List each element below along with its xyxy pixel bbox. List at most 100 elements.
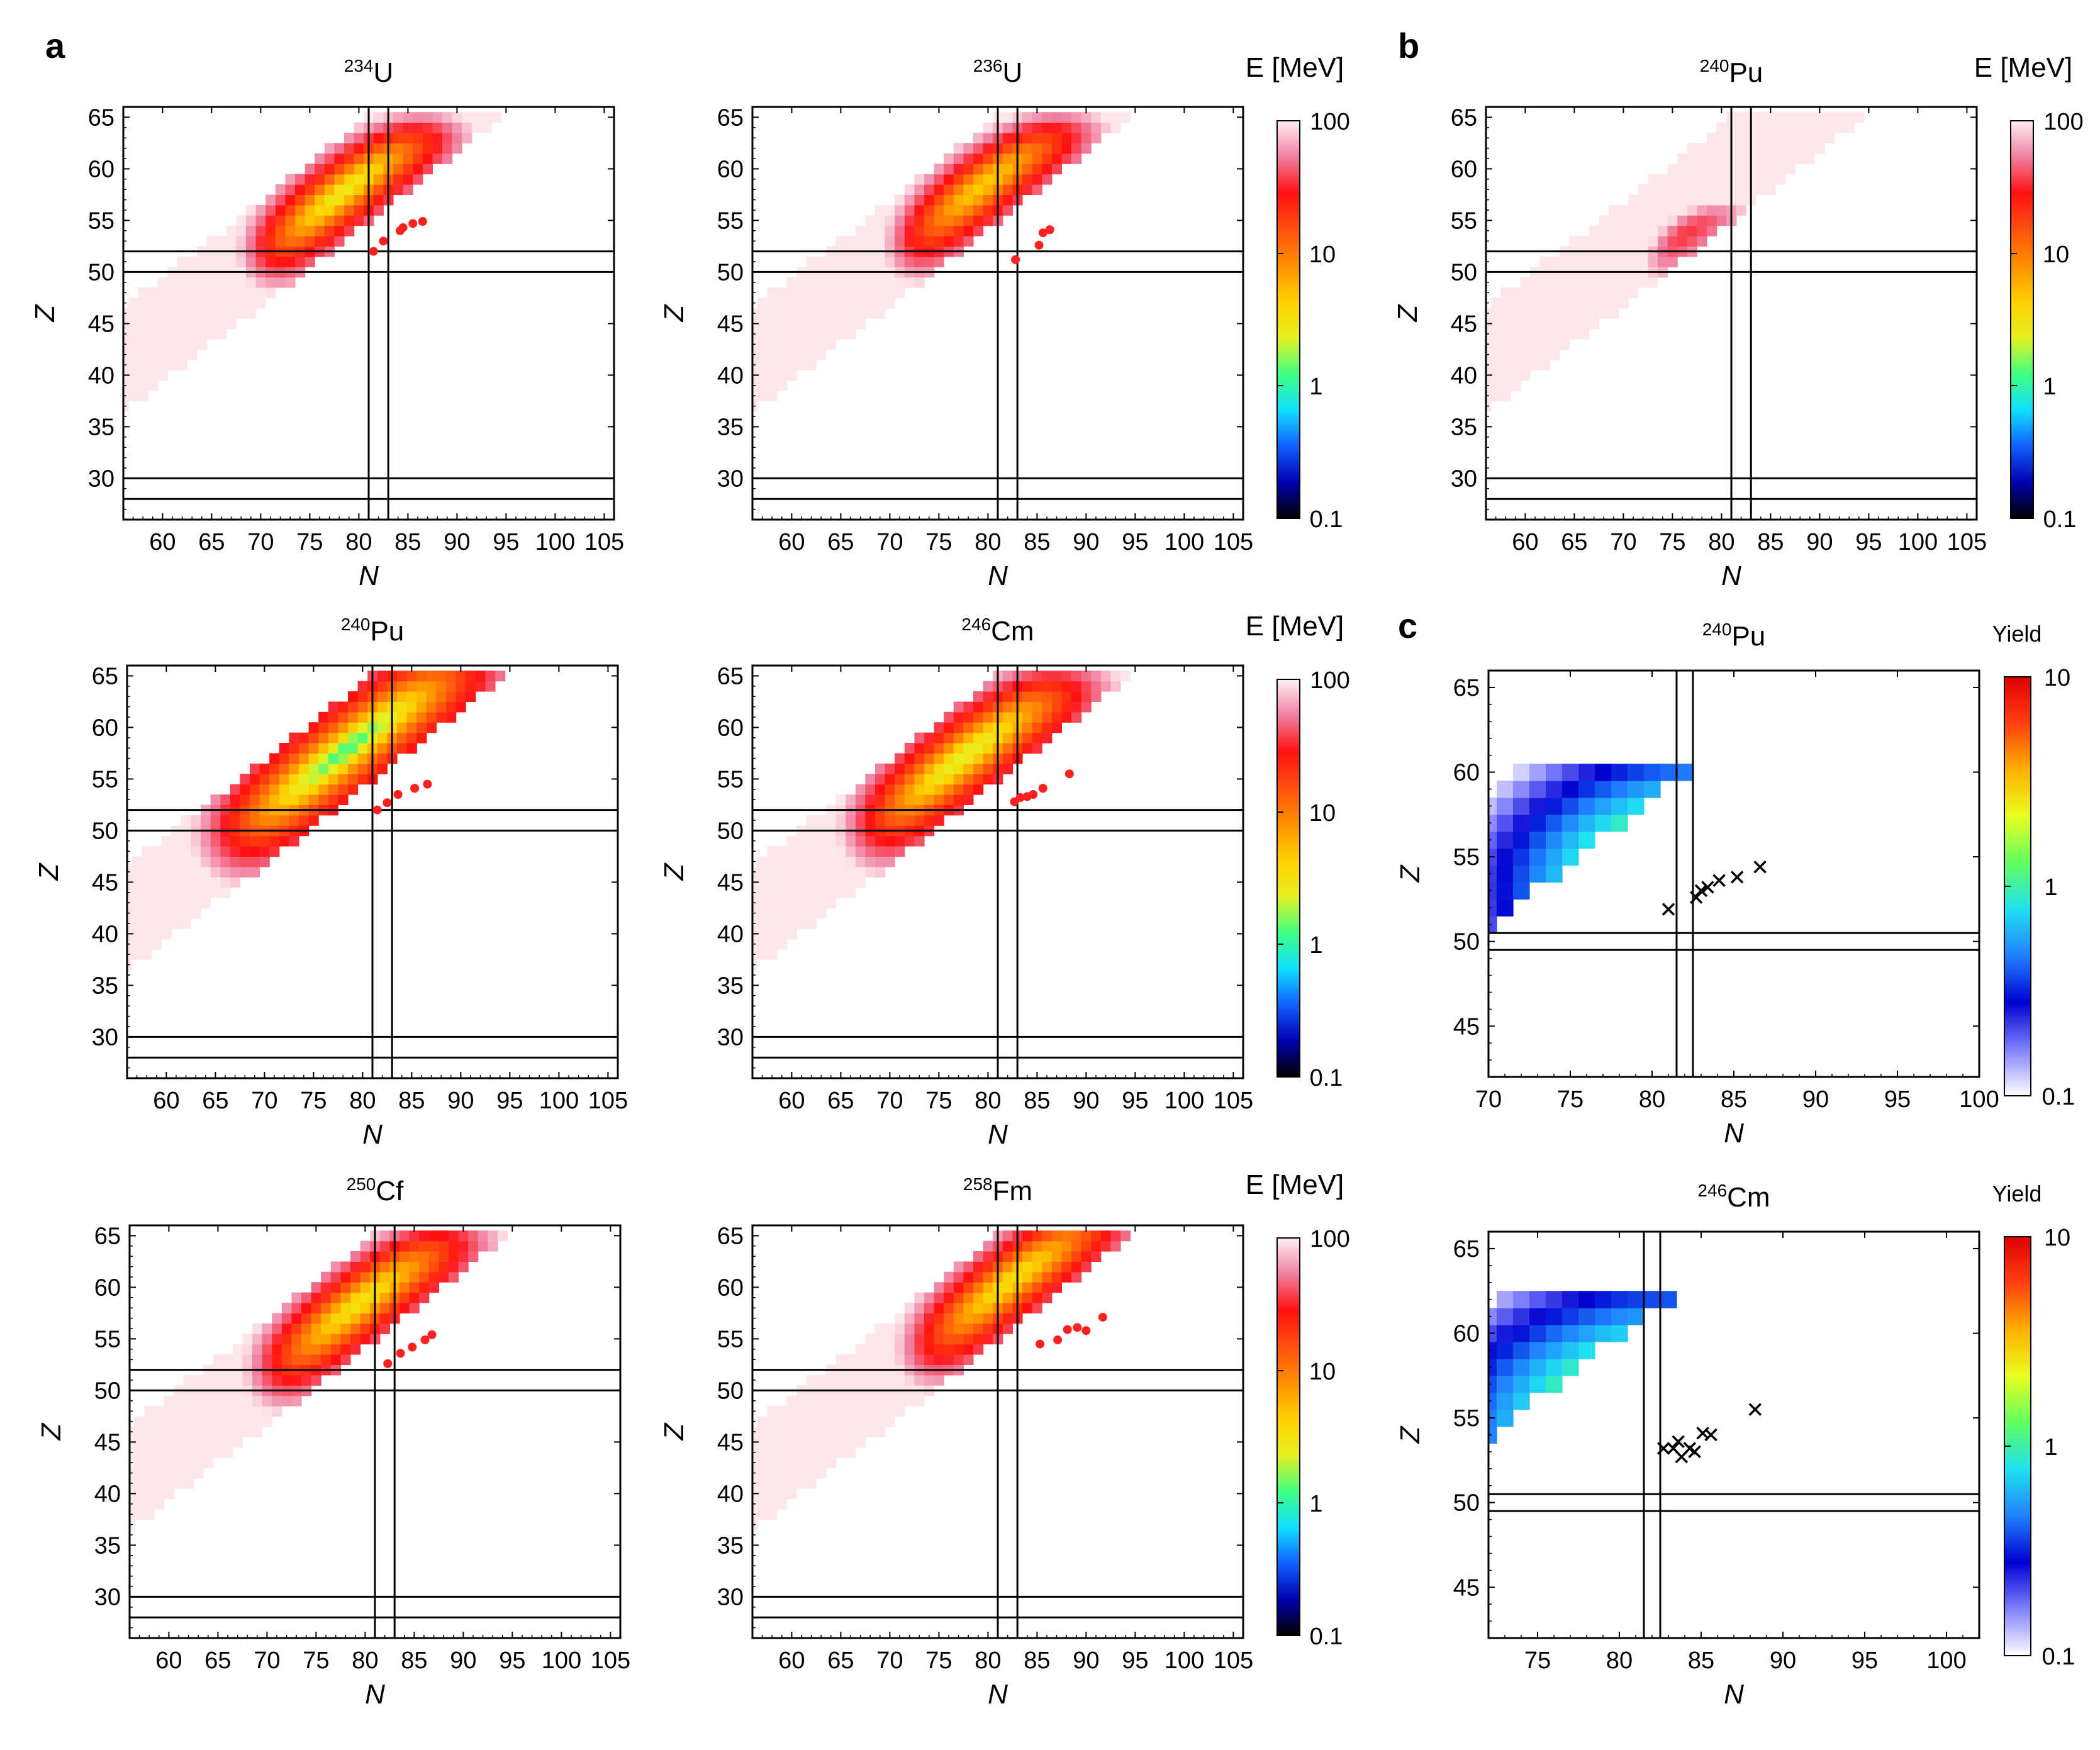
heatmap-cell bbox=[659, 1011, 669, 1022]
heatmap-cell bbox=[669, 1022, 679, 1032]
heatmap-cell bbox=[659, 452, 669, 463]
heatmap-cell bbox=[1658, 225, 1668, 237]
heatmap-cell bbox=[620, 1530, 630, 1541]
heatmap-cell bbox=[953, 174, 964, 185]
heatmap-cell bbox=[944, 722, 954, 733]
heatmap-cell bbox=[669, 401, 679, 411]
heatmap-cell bbox=[1051, 1230, 1062, 1242]
heatmap-cell bbox=[1648, 184, 1658, 195]
heatmap-cell bbox=[1560, 328, 1570, 340]
heatmap-cell bbox=[895, 1406, 905, 1417]
heatmap-cell bbox=[924, 1374, 935, 1386]
heatmap-cell bbox=[953, 784, 964, 795]
heatmap-cell bbox=[458, 1251, 469, 1262]
heatmap-cell bbox=[265, 204, 276, 216]
heatmap-cell bbox=[669, 391, 679, 401]
heatmap-cell bbox=[934, 1303, 944, 1313]
heatmap-cell bbox=[11, 411, 21, 422]
heatmap-cell bbox=[1529, 1291, 1546, 1308]
heatmap-cell bbox=[1393, 463, 1403, 474]
heatmap-cell bbox=[875, 308, 886, 319]
heatmap-cell bbox=[835, 277, 846, 288]
heatmap-cell bbox=[14, 980, 25, 991]
heatmap-cell bbox=[1539, 328, 1550, 340]
heatmap-cell bbox=[728, 1468, 738, 1478]
heatmap-cell bbox=[452, 112, 462, 123]
heatmap-cell bbox=[904, 774, 915, 785]
heatmap-cell bbox=[581, 452, 591, 463]
heatmap-cell bbox=[689, 1509, 699, 1520]
heatmap-cell bbox=[66, 1519, 76, 1530]
x-tick-label: 60 bbox=[155, 1647, 182, 1674]
heatmap-cell bbox=[698, 360, 708, 371]
heatmap-cell bbox=[796, 1437, 807, 1448]
heatmap-cell bbox=[1513, 1358, 1530, 1376]
colorbar-tick-label: 10 bbox=[2044, 665, 2070, 691]
heatmap-cell bbox=[835, 856, 846, 867]
heatmap-cell bbox=[181, 815, 191, 826]
heatmap-cell bbox=[659, 959, 669, 970]
title-mass-number: 234 bbox=[344, 56, 374, 75]
heatmap-cell bbox=[308, 753, 319, 764]
heatmap-cell bbox=[240, 866, 250, 878]
heatmap-cell bbox=[26, 1571, 36, 1581]
heatmap-cell bbox=[640, 1551, 650, 1561]
x-tick-label: 65 bbox=[204, 1647, 231, 1674]
heatmap-cell bbox=[924, 815, 935, 826]
heatmap-cell bbox=[865, 846, 876, 857]
heatmap-cell bbox=[777, 1406, 788, 1417]
heatmap-cell bbox=[432, 112, 443, 123]
heatmap-cell bbox=[131, 949, 142, 960]
heatmap-cell bbox=[203, 1457, 214, 1468]
heatmap-cell bbox=[230, 856, 240, 867]
heatmap-cell bbox=[191, 856, 201, 867]
heatmap-cell bbox=[1042, 1282, 1053, 1293]
heatmap-cell bbox=[1618, 298, 1629, 309]
heatmap-cell bbox=[167, 318, 178, 330]
heatmap-cell bbox=[236, 225, 247, 237]
heatmap-cell bbox=[934, 1282, 944, 1293]
heatmap-cell bbox=[1513, 1325, 1530, 1342]
heatmap-cell bbox=[1051, 164, 1062, 175]
x-tick-label: 95 bbox=[1122, 529, 1148, 555]
heatmap-cell bbox=[134, 1509, 145, 1520]
heatmap-cell bbox=[177, 277, 187, 288]
heatmap-cell bbox=[157, 298, 168, 309]
heatmap-cell bbox=[265, 194, 276, 206]
heatmap-cell bbox=[340, 1271, 351, 1283]
x-tick-label: 95 bbox=[493, 529, 519, 555]
heatmap-cell bbox=[835, 877, 846, 888]
heatmap-cell bbox=[334, 204, 345, 216]
heatmap-cell bbox=[360, 1303, 371, 1313]
heatmap-cell bbox=[295, 256, 306, 267]
heatmap-cell bbox=[259, 784, 270, 795]
x-tick-label: 95 bbox=[499, 1647, 525, 1674]
heatmap-cell bbox=[640, 432, 650, 443]
heatmap-cell bbox=[1539, 308, 1550, 319]
heatmap-cell bbox=[334, 184, 345, 195]
heatmap-cell bbox=[495, 671, 506, 682]
heatmap-cell bbox=[963, 1354, 974, 1365]
heatmap-cell bbox=[315, 194, 325, 206]
heatmap-cell bbox=[1383, 432, 1393, 443]
heatmap-cell bbox=[1785, 153, 1796, 164]
heatmap-cell bbox=[60, 432, 70, 443]
heatmap-cell bbox=[1002, 753, 1013, 764]
heatmap-cell bbox=[426, 671, 437, 682]
heatmap-cell bbox=[379, 1303, 390, 1313]
heatmap-cell bbox=[1520, 349, 1531, 360]
heatmap-cell bbox=[904, 1323, 915, 1334]
heatmap-cell bbox=[1393, 381, 1403, 391]
heatmap-cell bbox=[338, 743, 349, 754]
heatmap-cell bbox=[757, 887, 768, 898]
heatmap-cell bbox=[1756, 184, 1767, 195]
heatmap-cell bbox=[4, 1022, 14, 1032]
heatmap-cell bbox=[895, 225, 905, 237]
heatmap-cell bbox=[272, 1344, 282, 1355]
heatmap-cell bbox=[144, 1416, 155, 1427]
heatmap-cell bbox=[689, 401, 699, 411]
heatmap-cell bbox=[466, 691, 476, 702]
heatmap-cell bbox=[69, 370, 79, 381]
heatmap-cell bbox=[1697, 215, 1707, 226]
heatmap-cell bbox=[236, 308, 247, 319]
